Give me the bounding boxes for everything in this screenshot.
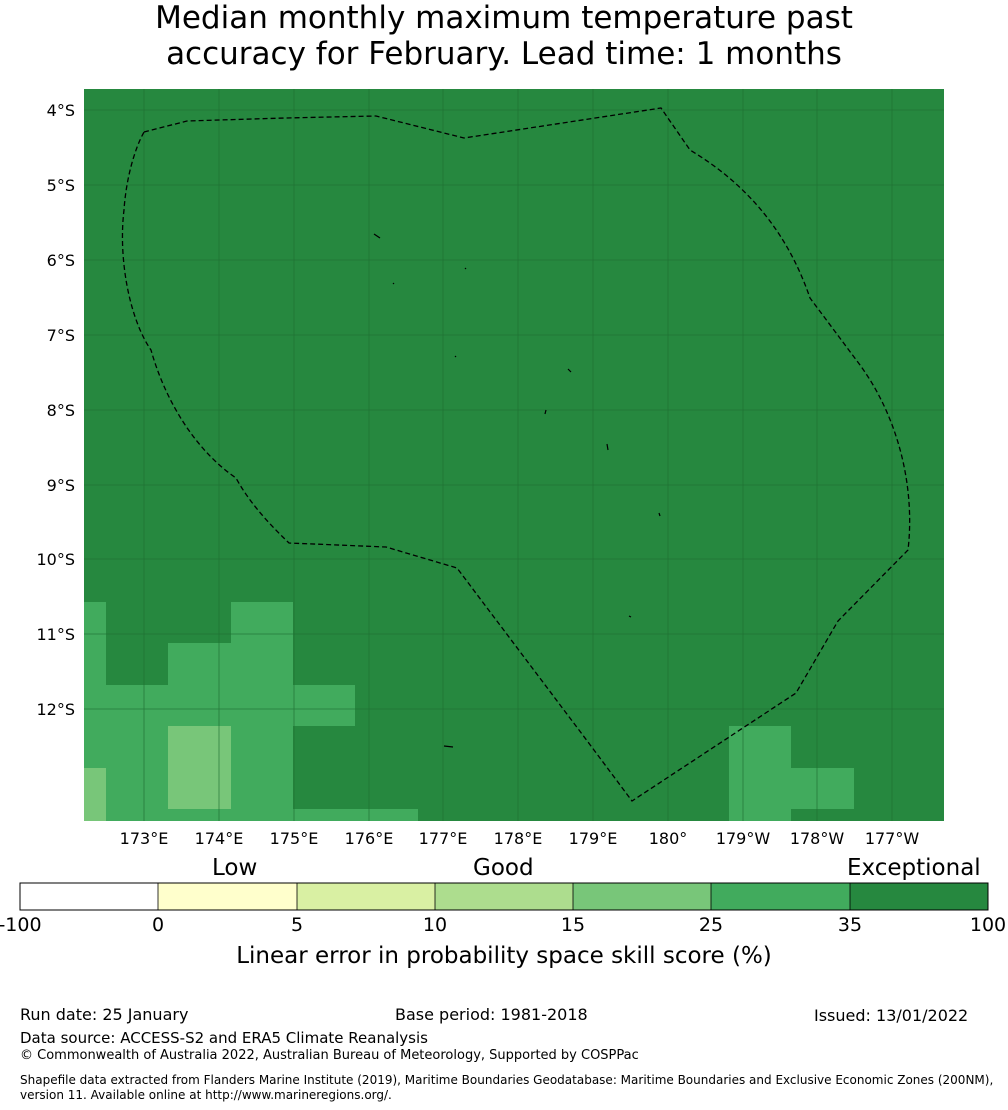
lat-label: 8°S — [47, 401, 75, 420]
colorbar-segment — [297, 883, 435, 910]
shapefile-credit-1: Shapefile data extracted from Flanders M… — [20, 1073, 993, 1088]
data-source: Data source: ACCESS-S2 and ERA5 Climate … — [20, 1029, 428, 1047]
colorbar-segment — [573, 883, 711, 910]
lon-label: 177°E — [419, 829, 468, 848]
category-low: Low — [212, 855, 257, 881]
lon-labels: 173°E 174°E 175°E 176°E 177°E 178°E 179°… — [120, 829, 920, 848]
colorbar-tick: 10 — [423, 914, 447, 936]
colorbar-segment — [158, 883, 297, 910]
lat-label: 10°S — [36, 550, 75, 569]
colorbar-label: Linear error in probability space skill … — [0, 943, 1008, 969]
skill-cell — [293, 809, 418, 821]
lon-label: 178°E — [494, 829, 543, 848]
lat-label: 4°S — [47, 101, 75, 120]
colorbar-tick: -100 — [0, 914, 42, 936]
lon-label: 174°E — [195, 829, 244, 848]
run-date: Run date: 25 January — [20, 1005, 188, 1024]
lon-label: 175°E — [270, 829, 319, 848]
lat-label: 9°S — [47, 476, 75, 495]
lat-labels: 4°S 5°S 6°S 7°S 8°S 9°S 10°S 11°S 12°S — [36, 101, 75, 719]
lon-label: 179°W — [716, 829, 771, 848]
island — [465, 268, 466, 269]
colorbar-tick: 100 — [970, 914, 1006, 936]
colorbar-tick: 15 — [561, 914, 585, 936]
colorbar-tick: 5 — [291, 914, 303, 936]
skill-cell — [84, 768, 106, 821]
base-period: Base period: 1981-2018 — [395, 1005, 588, 1024]
lat-label: 5°S — [47, 176, 75, 195]
category-good: Good — [473, 855, 534, 881]
colorbar-segment — [850, 883, 988, 910]
issued-date: Issued: 13/01/2022 — [814, 1006, 968, 1025]
skill-cell — [84, 602, 106, 685]
lat-label: 11°S — [36, 625, 75, 644]
colorbar-tick: 25 — [699, 914, 723, 936]
lon-label: 177°W — [865, 829, 920, 848]
lat-label: 6°S — [47, 251, 75, 270]
lon-label: 178°W — [790, 829, 845, 848]
colorbar-tick: 0 — [152, 914, 164, 936]
colorbar-segment — [20, 883, 158, 910]
lat-label: 12°S — [36, 700, 75, 719]
island — [393, 283, 394, 284]
skill-cell — [729, 726, 791, 821]
lon-label: 180° — [649, 829, 688, 848]
lat-label: 7°S — [47, 326, 75, 345]
copyright: © Commonwealth of Australia 2022, Austra… — [20, 1048, 639, 1063]
colorbar-segment — [435, 883, 573, 910]
colorbar-segment — [711, 883, 850, 910]
colorbar-tick: 35 — [838, 914, 862, 936]
category-exceptional: Exceptional — [847, 855, 981, 881]
shapefile-credit-2: version 11. Available online at http://w… — [20, 1088, 392, 1103]
lon-label: 176°E — [345, 829, 394, 848]
skill-cell — [168, 643, 293, 685]
colorbar — [20, 883, 988, 910]
lon-label: 173°E — [120, 829, 169, 848]
skill-cell — [84, 685, 355, 726]
island — [455, 356, 456, 357]
skill-cell — [791, 768, 854, 809]
skill-cell — [231, 602, 293, 643]
lon-label: 179°E — [569, 829, 618, 848]
skill-cell — [168, 726, 231, 809]
